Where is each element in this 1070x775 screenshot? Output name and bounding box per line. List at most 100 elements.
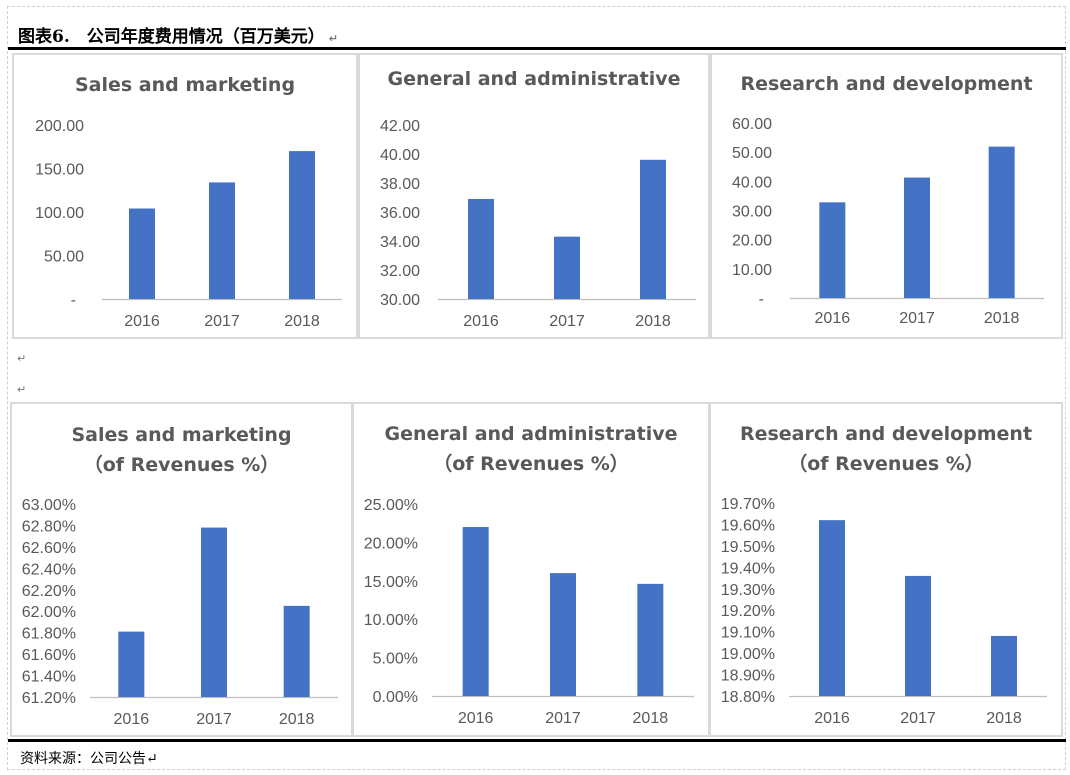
x-category-label: 2017 [545, 710, 581, 727]
chart-panel-general-admin: General and administrative 30.00 32.00 34.0… [358, 53, 710, 339]
y-tick-label: 10.00 [732, 262, 772, 279]
chart-svg: Research and development - 10.00 20.00 30.00… [732, 73, 1044, 327]
x-category-label: 2017 [196, 711, 232, 728]
y-tick-label: 19.30% [721, 582, 775, 599]
chart-svg: General and administrative 30.00 32.00 34.0… [380, 68, 696, 330]
x-category-label: 2018 [279, 711, 315, 728]
y-tick-label: 19.60% [721, 517, 775, 534]
bar [988, 146, 1015, 298]
chart-title: General and administrative [385, 423, 678, 445]
y-tick-label: 61.40% [22, 669, 76, 686]
chart-title: Sales and marketing [75, 74, 295, 96]
y-tick-label: 15.00% [364, 574, 418, 591]
x-category-label: 2016 [815, 310, 851, 327]
bar [550, 573, 576, 696]
y-tick-label: 60.00 [732, 116, 772, 133]
chart-title: General and administrative [388, 68, 681, 90]
x-category-label: 2018 [984, 310, 1020, 327]
paragraph-mark: ↵ [17, 352, 27, 365]
chart-svg: Sales and marketing - 50.00 100.00 150.00 200… [35, 74, 342, 330]
y-tick-label: 30.00 [732, 204, 772, 221]
paragraph-mark: ↵ [17, 383, 27, 396]
x-category-label: 2017 [549, 313, 585, 330]
chart-title: （of Revenues %） [84, 453, 280, 476]
bar [118, 631, 145, 697]
y-tick-label: 200.00 [35, 118, 84, 135]
y-tick-label: 61.60% [22, 647, 76, 664]
chart-svg: Sales and marketing （of Revenues %） 61.20%… [22, 424, 338, 728]
bar [640, 159, 666, 299]
bar [129, 208, 155, 299]
y-tick-label: 19.50% [721, 539, 775, 556]
y-tick-label: 62.80% [22, 518, 76, 535]
y-tick-label: 18.80% [721, 689, 775, 706]
chart-title: Sales and marketing [71, 424, 291, 446]
x-category-label: 2016 [814, 710, 850, 727]
chart-panel-research-development: Research and development - 10.00 20.00 30.00… [710, 53, 1063, 339]
x-category-label: 2017 [204, 313, 240, 330]
x-category-label: 2017 [900, 710, 936, 727]
chart-panel-research-development-pct: Research and development （of Revenues %） 1… [709, 402, 1063, 737]
bar [289, 151, 315, 299]
source-note: 资料来源：公司公告↵ [20, 751, 158, 767]
y-tick-label: 62.20% [22, 583, 76, 600]
bar [904, 177, 930, 298]
y-tick-label: 42.00 [380, 118, 420, 135]
bottom-rule [8, 739, 1066, 742]
bar [991, 635, 1017, 696]
x-category-label: 2016 [124, 313, 160, 330]
x-category-label: 2016 [114, 711, 150, 728]
y-tick-label: 63.00% [22, 497, 76, 514]
y-tick-label: - [71, 292, 76, 309]
y-tick-label: 36.00 [380, 205, 420, 222]
y-tick-label: 19.20% [721, 603, 775, 620]
bar [462, 527, 489, 696]
y-tick-label: 61.80% [22, 626, 76, 643]
y-tick-label: 32.00 [380, 263, 420, 280]
paragraph-mark: ↵ [328, 32, 338, 45]
y-tick-label: 38.00 [380, 176, 420, 193]
y-tick-label: 150.00 [35, 162, 84, 179]
figure-title: 图表6. 公司年度费用情况（百万美元） ↵ [18, 22, 338, 47]
bar [201, 527, 227, 697]
chart-svg: General and administrative （of Revenues %… [364, 423, 694, 727]
bar [819, 202, 846, 298]
y-tick-label: - [759, 291, 764, 308]
y-tick-label: 20.00% [364, 535, 418, 552]
y-tick-label: 100.00 [35, 205, 84, 222]
y-tick-label: 5.00% [373, 651, 418, 668]
y-tick-label: 19.00% [721, 646, 775, 663]
bar [554, 236, 580, 299]
y-tick-label: 61.20% [22, 690, 76, 707]
y-tick-label: 20.00 [732, 233, 772, 250]
y-tick-label: 19.70% [721, 496, 775, 513]
chart-panel-sales-marketing-pct: Sales and marketing （of Revenues %） 61.20%… [10, 402, 353, 737]
bar [283, 605, 310, 697]
chart-title: （of Revenues %） [433, 452, 629, 475]
y-tick-label: 50.00 [44, 249, 84, 266]
x-category-label: 2016 [463, 313, 499, 330]
y-tick-label: 18.90% [721, 668, 775, 685]
x-category-label: 2018 [284, 313, 320, 330]
x-category-label: 2018 [986, 710, 1022, 727]
x-category-label: 2016 [458, 710, 494, 727]
y-tick-label: 19.40% [721, 560, 775, 577]
y-tick-label: 50.00 [732, 145, 772, 162]
y-tick-label: 62.60% [22, 540, 76, 557]
y-tick-label: 25.00% [364, 497, 418, 514]
y-tick-label: 40.00 [732, 174, 772, 191]
y-tick-label: 34.00 [380, 234, 420, 251]
chart-title: Research and development [740, 73, 1032, 95]
chart-panel-sales-marketing: Sales and marketing - 50.00 100.00 150.00 200… [12, 53, 358, 339]
chart-title: Research and development [740, 423, 1032, 445]
bar [468, 198, 494, 299]
figure-title-text: 图表6. 公司年度费用情况（百万美元） [18, 27, 325, 47]
chart-svg: Research and development （of Revenues %） 1… [721, 423, 1047, 727]
y-tick-label: 0.00% [373, 689, 418, 706]
y-tick-label: 30.00 [380, 292, 420, 309]
x-category-label: 2018 [633, 710, 669, 727]
y-tick-label: 62.40% [22, 561, 76, 578]
chart-panel-general-admin-pct: General and administrative （of Revenues %… [352, 402, 710, 737]
y-tick-label: 62.00% [22, 604, 76, 621]
bar [819, 520, 845, 696]
